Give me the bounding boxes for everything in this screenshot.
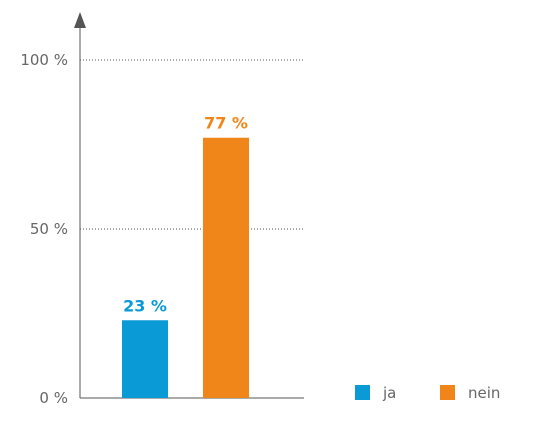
legend-swatch-nein <box>440 385 455 400</box>
data-label-nein: 77 % <box>204 114 248 133</box>
y-tick-label: 100 % <box>20 51 68 69</box>
y-axis-arrow-icon <box>74 12 86 28</box>
data-labels: 23 % 77 % <box>123 114 248 316</box>
legend: ja nein <box>355 384 500 402</box>
bars <box>122 137 249 399</box>
legend-label-ja: ja <box>382 384 396 402</box>
data-label-ja: 23 % <box>123 296 167 315</box>
y-tick-label: 50 % <box>30 220 68 238</box>
bar-ja <box>122 320 168 398</box>
gridlines <box>80 59 304 230</box>
legend-label-nein: nein <box>468 384 500 402</box>
bar-nein <box>203 137 249 399</box>
y-tick-labels: 0 % 50 % 100 % <box>20 51 68 407</box>
y-tick-label: 0 % <box>39 389 68 407</box>
legend-swatch-ja <box>355 385 370 400</box>
